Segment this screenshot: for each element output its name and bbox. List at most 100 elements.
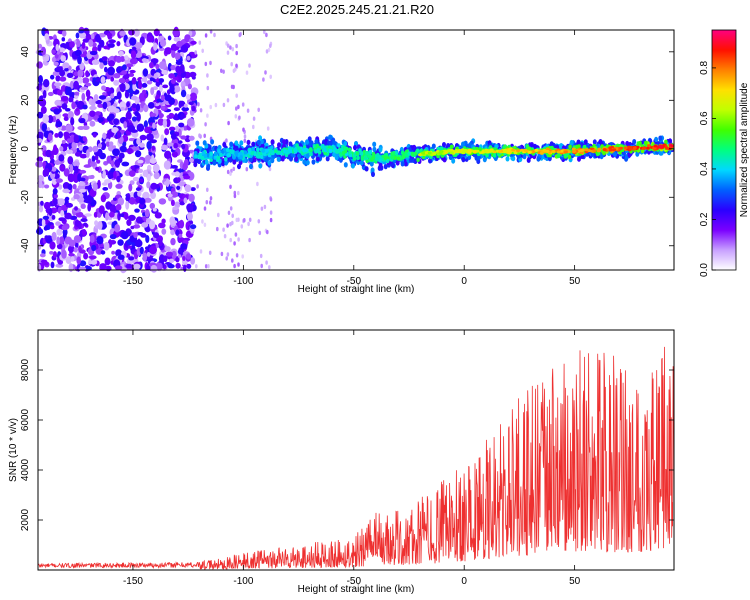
spectrogram-cell <box>461 141 465 147</box>
spectrogram-cell <box>120 231 129 240</box>
spectrogram-cell <box>66 149 73 155</box>
spectrogram-cell <box>168 113 175 118</box>
spectrogram-cell <box>250 151 254 156</box>
spectrogram-cell <box>79 118 86 123</box>
spectrogram-cell <box>162 84 169 89</box>
spectrogram-cell <box>36 61 43 69</box>
spectrogram-cell <box>172 46 180 51</box>
spectrogram-cell <box>189 71 197 78</box>
spectrogram-cell <box>277 150 281 155</box>
spectrogram-cell <box>226 153 230 158</box>
spectrogram-cell <box>64 212 72 220</box>
spectrogram-cell <box>129 69 136 74</box>
spectrogram-cell <box>82 77 90 84</box>
spectrogram-x-ticks: -150 -100 -50 0 50 <box>123 30 581 287</box>
spectrogram-cell <box>176 177 181 183</box>
spectrogram-cell <box>302 159 307 165</box>
spectrogram-cell <box>231 213 234 218</box>
spectrogram-cell <box>545 147 550 151</box>
spectrogram-cell <box>139 246 144 255</box>
spectrogram-cell <box>43 226 48 231</box>
spectrogram-cell <box>58 217 66 222</box>
spectrogram-cell <box>171 151 178 158</box>
spectrogram-cell <box>455 150 459 154</box>
spectrogram-cell <box>584 148 589 152</box>
spectrogram-cell <box>206 73 209 78</box>
spectrogram-cell <box>161 228 167 235</box>
spectrogram-cell <box>125 263 133 269</box>
spectrogram-cell <box>175 125 179 132</box>
spectrogram-cell <box>80 203 86 209</box>
spectrogram-cell <box>256 181 259 187</box>
spectrogram-cell <box>654 136 659 143</box>
y-tick-label: -20 <box>20 190 31 205</box>
spectrogram-cell <box>126 219 132 227</box>
spectrogram-cell <box>108 39 116 44</box>
spectrogram-cell <box>251 141 256 147</box>
spectrogram-cell <box>446 143 451 149</box>
spectrogram-cell <box>83 122 88 127</box>
spectrogram-cell <box>91 102 96 107</box>
spectrogram-cell <box>76 39 81 48</box>
spectrogram-cell <box>269 148 273 154</box>
spectrogram-cell <box>154 212 162 219</box>
spectrogram-cell <box>74 206 78 211</box>
spectrogram-cell <box>237 262 240 267</box>
colorbar-tick-label: 0.4 <box>699 162 710 176</box>
spectrogram-cell <box>94 154 99 161</box>
spectrogram-cell <box>75 32 80 39</box>
spectrogram-cell <box>53 193 58 199</box>
spectrogram-cell <box>396 156 401 161</box>
spectrogram-cell <box>226 43 230 48</box>
spectrogram-cell <box>133 28 140 37</box>
spectrogram-cell <box>119 82 126 93</box>
spectrogram-cell <box>311 159 316 165</box>
spectrogram-cell <box>39 253 46 258</box>
spectrogram-cell <box>451 158 456 164</box>
spectrogram-cell <box>239 151 243 156</box>
spectrogram-cell <box>124 55 129 61</box>
spectrogram-cell <box>632 139 637 145</box>
spectrogram-cell <box>55 75 61 82</box>
spectrogram-cell <box>51 178 57 185</box>
spectrogram-cell <box>128 170 136 177</box>
spectrogram-cell <box>243 138 247 143</box>
spectrogram-cell <box>163 137 168 146</box>
spectrogram-cell <box>269 217 273 223</box>
spectrogram-cell <box>266 229 269 235</box>
spectrogram-cell <box>265 49 269 54</box>
spectrogram-cell <box>107 216 113 221</box>
spectrogram-cell <box>89 234 95 243</box>
spectrogram-cell <box>180 44 189 53</box>
spectrogram-cell <box>129 37 137 46</box>
spectrogram-cell <box>93 94 99 102</box>
spectrogram-cell <box>105 141 110 147</box>
spectrogram-cell <box>307 136 312 142</box>
spectrogram-cell <box>140 78 148 82</box>
spectrogram-cell <box>92 77 97 81</box>
chart-title: C2E2.2025.245.21.21.R20 <box>280 2 434 17</box>
spectrogram-cell <box>664 139 668 144</box>
spectrogram-cell <box>428 158 432 164</box>
spectrogram-cell <box>335 149 339 154</box>
spectrogram-cell <box>198 40 202 45</box>
spectrogram-cell <box>229 141 234 147</box>
spectrogram-cell <box>234 114 238 119</box>
spectrogram-cell <box>68 41 75 48</box>
spectrogram-cell <box>117 197 125 206</box>
spectrogram-cell <box>168 258 175 263</box>
spectrogram-cell <box>223 234 227 239</box>
spectrogram-cell <box>166 142 175 147</box>
spectrogram-cell <box>356 155 360 161</box>
spectrogram-cell <box>259 253 263 259</box>
colorbar-gradient <box>712 30 736 270</box>
spectrogram-cell <box>50 74 55 80</box>
spectrogram-cell <box>78 245 82 253</box>
spectrogram-cell <box>527 150 532 154</box>
spectrogram-cell <box>266 126 270 131</box>
colorbar-tick-label: 0.0 <box>699 263 710 277</box>
spectrogram-cell <box>139 197 146 205</box>
spectrogram-cell <box>128 72 135 77</box>
spectrogram-cell <box>237 237 240 242</box>
spectrogram-cell <box>237 163 241 170</box>
